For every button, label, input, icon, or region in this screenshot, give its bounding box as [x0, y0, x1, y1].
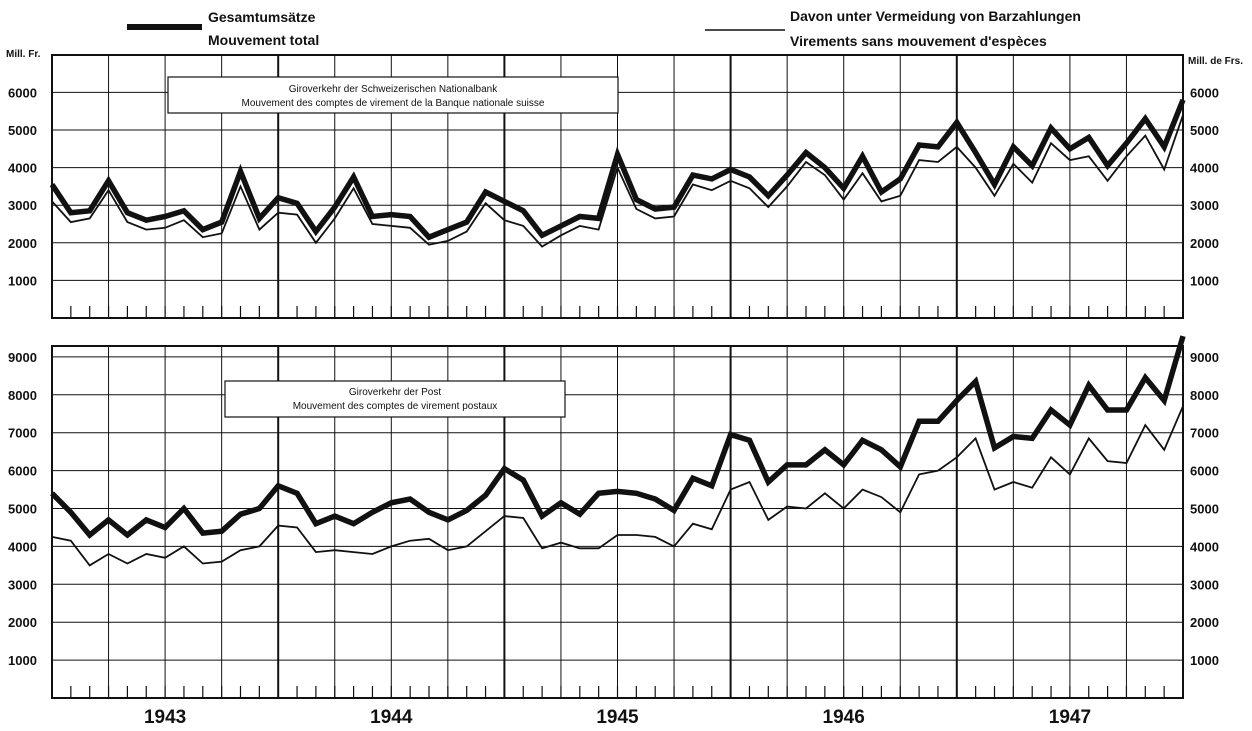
y-unit-right: Mill. de Frs. [1188, 56, 1243, 67]
p2-ytick-left: 2000 [8, 615, 37, 630]
axis-layer: 1000 1000 2000 2000 3000 3000 4000 4000 5000 5000… [8, 85, 1219, 728]
p1-ytick-left: 6000 [8, 85, 37, 100]
p2-ytick-right: 3000 [1190, 577, 1219, 592]
p1-ytick-left: 1000 [8, 273, 37, 288]
p1-ytick-left: 3000 [8, 198, 37, 213]
p2-ytick-left: 9000 [8, 350, 37, 365]
p2-ytick-right: 2000 [1190, 615, 1219, 630]
p1-ytick-right: 3000 [1190, 198, 1219, 213]
y-unit-left: Mill. Fr. [6, 49, 41, 60]
p1-ytick-left: 2000 [8, 236, 37, 251]
panel2-title-box: Giroverkehr der Post Mouvement des compt… [224, 380, 566, 418]
panel1-title: Giroverkehr der Schweizerischen National… [289, 84, 498, 95]
x-year-label: 1947 [1049, 707, 1091, 728]
p2-ytick-left: 6000 [8, 464, 37, 479]
p2-ytick-right: 5000 [1190, 502, 1219, 517]
p1-ytick-right: 4000 [1190, 161, 1219, 176]
p2-series-noncash [51, 405, 1184, 567]
p2-ytick-right: 1000 [1190, 653, 1219, 668]
legend-noncash-label-de: Davon unter Vermeidung von Barzahlungen [790, 8, 1081, 24]
panel1-subtitle: Mouvement des comptes de virement de la … [242, 98, 545, 109]
panel2-title: Giroverkehr der Post [349, 387, 441, 398]
p2-ytick-right: 8000 [1190, 388, 1219, 403]
legend-total-label-fr: Mouvement total [208, 32, 319, 48]
p2-ytick-left: 1000 [8, 653, 37, 668]
legend: Gesamtumsätze Mouvement total Davon unte… [127, 8, 1081, 49]
p2-ytick-left: 4000 [8, 539, 37, 554]
p2-ytick-right: 6000 [1190, 464, 1219, 479]
p1-ytick-right: 1000 [1190, 273, 1219, 288]
p2-series-total [50, 335, 1186, 539]
p2-ytick-left: 7000 [8, 426, 37, 441]
p2-ytick-right: 9000 [1190, 350, 1219, 365]
p2-ytick-right: 7000 [1190, 426, 1219, 441]
legend-noncash-label-fr: Virements sans mouvement d'espèces [790, 33, 1047, 49]
p1-series-total [49, 98, 1186, 241]
p1-ytick-right: 5000 [1190, 123, 1219, 138]
p2-ytick-left: 8000 [8, 388, 37, 403]
p2-ytick-left: 3000 [8, 577, 37, 592]
p1-ytick-right: 2000 [1190, 236, 1219, 251]
x-year-label: 1945 [596, 707, 639, 728]
p1-ytick-right: 6000 [1190, 85, 1219, 100]
p1-ytick-left: 4000 [8, 161, 37, 176]
p1-ytick-left: 5000 [8, 123, 37, 138]
x-year-label: 1944 [370, 707, 413, 728]
panel1-title-box: Giroverkehr der Schweizerischen National… [167, 76, 619, 114]
x-year-label: 1943 [144, 707, 186, 728]
p2-ytick-left: 5000 [8, 502, 37, 517]
panel2-subtitle: Mouvement des comptes de virement postau… [293, 401, 498, 412]
legend-total-label-de: Gesamtumsätze [208, 9, 316, 25]
p1-series-noncash [51, 114, 1184, 248]
p2-ytick-right: 4000 [1190, 539, 1219, 554]
series-layer [49, 98, 1186, 567]
x-year-label: 1946 [823, 707, 865, 728]
